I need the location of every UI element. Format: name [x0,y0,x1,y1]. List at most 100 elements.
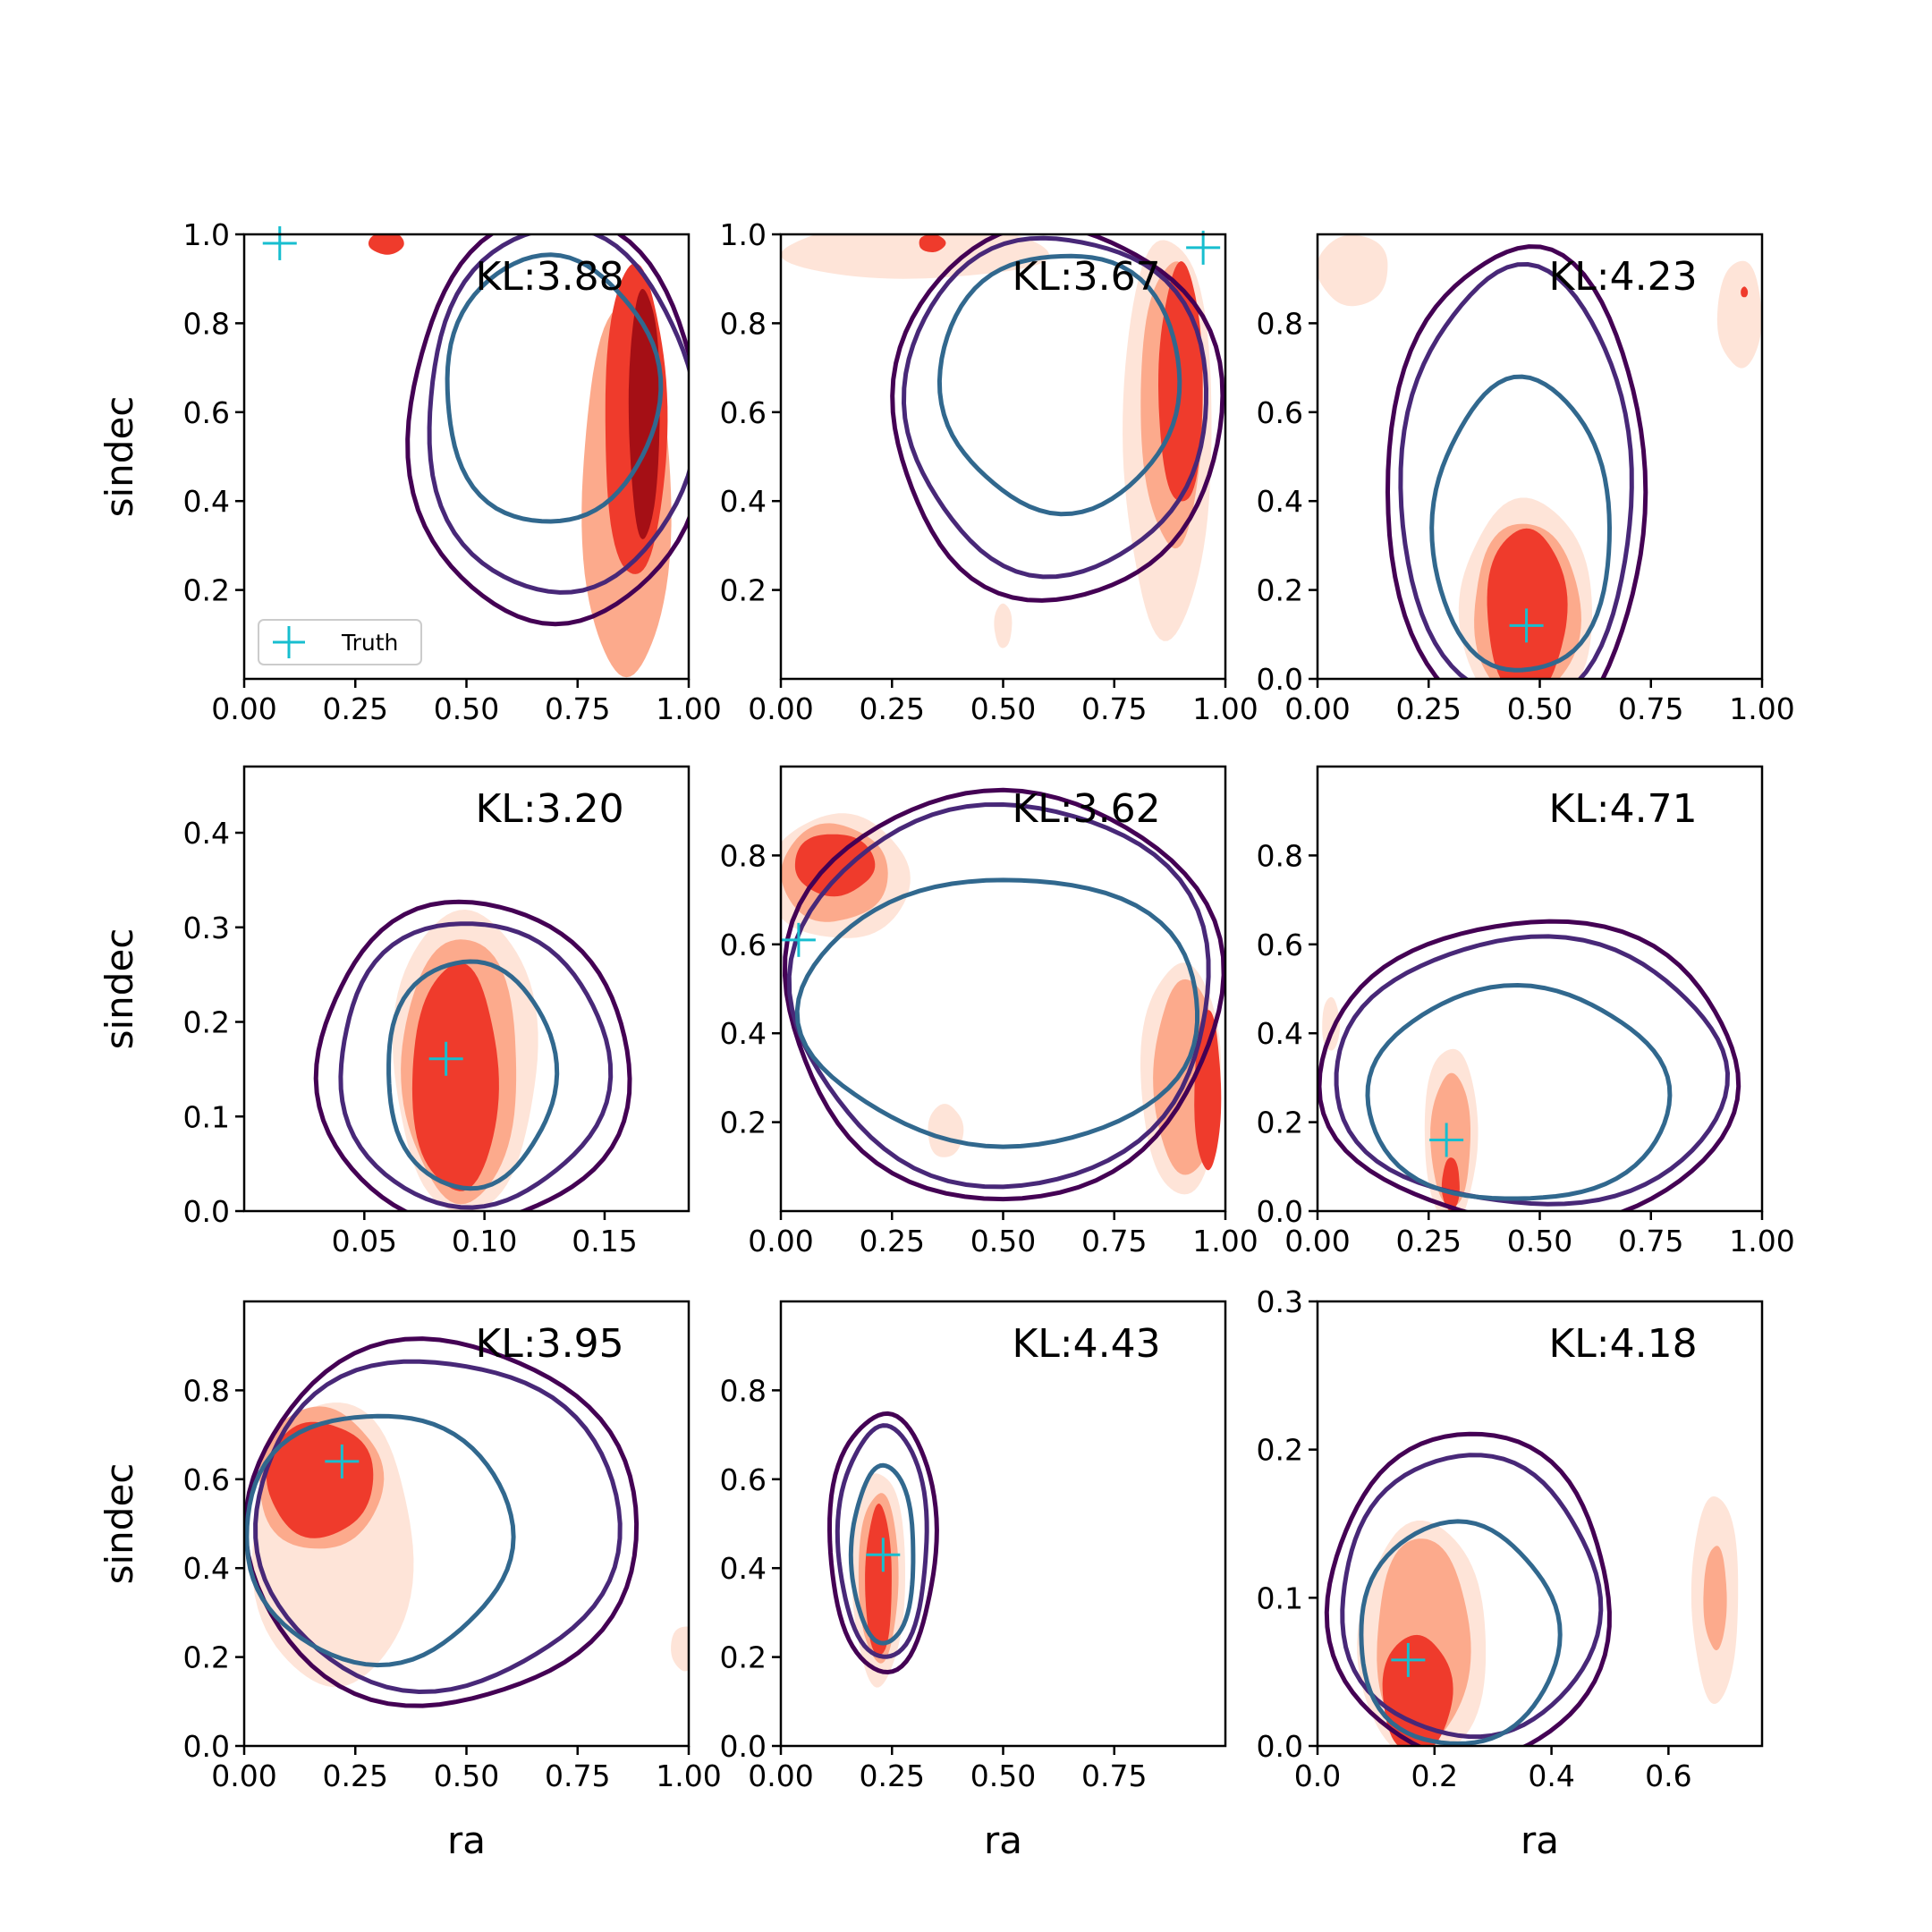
y-tick-label: 0.8 [183,1373,230,1408]
truth-marker [1429,1123,1464,1157]
x-tick-label: 0.4 [1528,1758,1574,1793]
contour-line-level-1 [1334,934,1731,1207]
x-tick-label: 1.00 [1192,1224,1258,1258]
x-tick-label: 0.00 [748,1224,813,1258]
x-tick-label: 1.00 [1729,1224,1794,1258]
x-tick-label: 1.00 [656,1758,721,1793]
plot-area [1318,234,1762,679]
density-fill-level-0 [1318,234,1388,307]
density-fill-level-0 [994,603,1013,648]
contour-line-level-2 [445,252,664,524]
y-tick-label: 0.0 [1257,1729,1303,1764]
contour-line-level-1 [427,234,689,595]
contour-line-level-1 [1398,261,1634,679]
contour-line-level-0 [782,787,1225,1202]
density-fill-level-2 [411,962,499,1191]
x-axis-label: ra [447,1818,486,1862]
x-tick-label: 0.00 [748,1758,813,1793]
x-tick-label: 0.25 [1396,691,1462,726]
contour-line-level-0 [1318,919,1741,1211]
contour-line-level-0 [890,234,1225,603]
x-tick-label: 0.6 [1645,1758,1691,1793]
subplot-6: 0.00 0.25 0.50 0.75 1.00 0.0 0.2 0.4 0.6 0.8 KL:4.… [1257,765,1795,1258]
y-tick-label: 0.2 [720,1640,767,1675]
plot-area [1318,767,1762,1211]
x-tick-label: 0.00 [211,691,276,726]
x-axis-label: ra [1521,1818,1559,1862]
y-tick-label: 1.0 [183,217,230,252]
x-tick-label: 0.25 [323,691,388,726]
density-fill-level-1 [1703,1546,1727,1651]
contour-line-level-1 [338,921,614,1210]
kl-annotation: KL:3.62 [1012,786,1160,832]
x-tick-label: 0.50 [970,691,1036,726]
x-tick-label: 0.75 [545,1758,610,1793]
legend-box [258,619,422,665]
y-tick-label: 0.3 [1257,1284,1303,1319]
y-tick-label: 0.4 [720,1016,767,1051]
x-tick-label: 0.25 [860,1224,925,1258]
contour-line-level-2 [244,1413,516,1668]
kl-annotation: KL:4.23 [1548,254,1697,300]
x-tick-label: 0.2 [1411,1758,1458,1793]
y-axis-label: sindec [97,396,141,518]
plot-area [244,1301,689,1746]
x-tick-label: 0.50 [434,1758,499,1793]
contour-line-level-0 [313,899,632,1211]
contour-line-level-0 [405,234,689,627]
y-tick-label: 0.6 [1257,395,1303,430]
density-fill-level-2 [1741,286,1749,298]
x-tick-label: 0.25 [323,1758,388,1793]
x-tick-label: 0.0 [1294,1758,1341,1793]
plot-area [781,767,1225,1211]
y-tick-label: 0.2 [183,1640,230,1675]
plot-area [1318,1301,1762,1746]
x-tick-label: 0.00 [211,1758,276,1793]
y-tick-label: 0.6 [720,395,767,430]
y-tick-label: 0.0 [183,1194,230,1229]
x-tick-label: 0.25 [860,1758,925,1793]
y-tick-label: 0.0 [1257,1194,1303,1229]
y-tick-label: 1.0 [720,217,767,252]
x-tick-label: 0.25 [860,691,925,726]
subplot-1: 0.00 0.25 0.50 0.75 1.00 0.2 0.4 0.6 0.8 1.0 KL:3.… [97,217,722,726]
contour-line-level-1 [835,1423,929,1659]
x-tick-label: 0.75 [1081,1758,1147,1793]
y-tick-label: 0.8 [1257,838,1303,873]
truth-marker [262,225,297,260]
density-fill-level-3 [628,289,660,539]
y-tick-label: 0.6 [1257,928,1303,962]
plot-area [244,767,689,1211]
x-tick-label: 0.50 [434,691,499,726]
contour-line-level-2 [936,253,1182,517]
y-tick-label: 0.4 [183,816,230,851]
kl-annotation: KL:3.95 [475,1321,623,1367]
contour-line-level-1 [786,801,1211,1190]
y-tick-label: 0.0 [1257,662,1303,697]
y-tick-label: 0.2 [720,1106,767,1140]
kl-annotation: KL:4.43 [1012,1321,1160,1367]
y-tick-label: 0.0 [183,1729,230,1764]
x-tick-label: 0.00 [748,691,813,726]
x-tick-label: 0.00 [1284,691,1350,726]
density-fill-level-0 [1716,260,1762,369]
truth-marker [1186,230,1221,265]
kl-annotation: KL:3.88 [475,254,623,300]
x-tick-label: 0.15 [572,1224,637,1258]
x-axis-label: ra [984,1818,1022,1862]
density-fill-level-2 [919,234,946,252]
y-tick-label: 0.4 [720,1551,767,1586]
legend-label-truth: Truth [341,630,398,656]
contour-line-level-2 [848,1462,916,1646]
legend: Truth [258,619,422,665]
x-tick-label: 0.50 [1507,691,1572,726]
y-tick-label: 0.0 [720,1729,767,1764]
y-tick-label: 0.8 [720,838,767,873]
y-tick-label: 0.2 [1257,1106,1303,1140]
plot-background [781,1301,1225,1746]
kl-annotation: KL:4.18 [1548,1321,1697,1367]
x-tick-label: 0.25 [1396,1224,1462,1258]
y-tick-label: 0.2 [183,1005,230,1040]
x-tick-label: 0.10 [452,1224,517,1258]
